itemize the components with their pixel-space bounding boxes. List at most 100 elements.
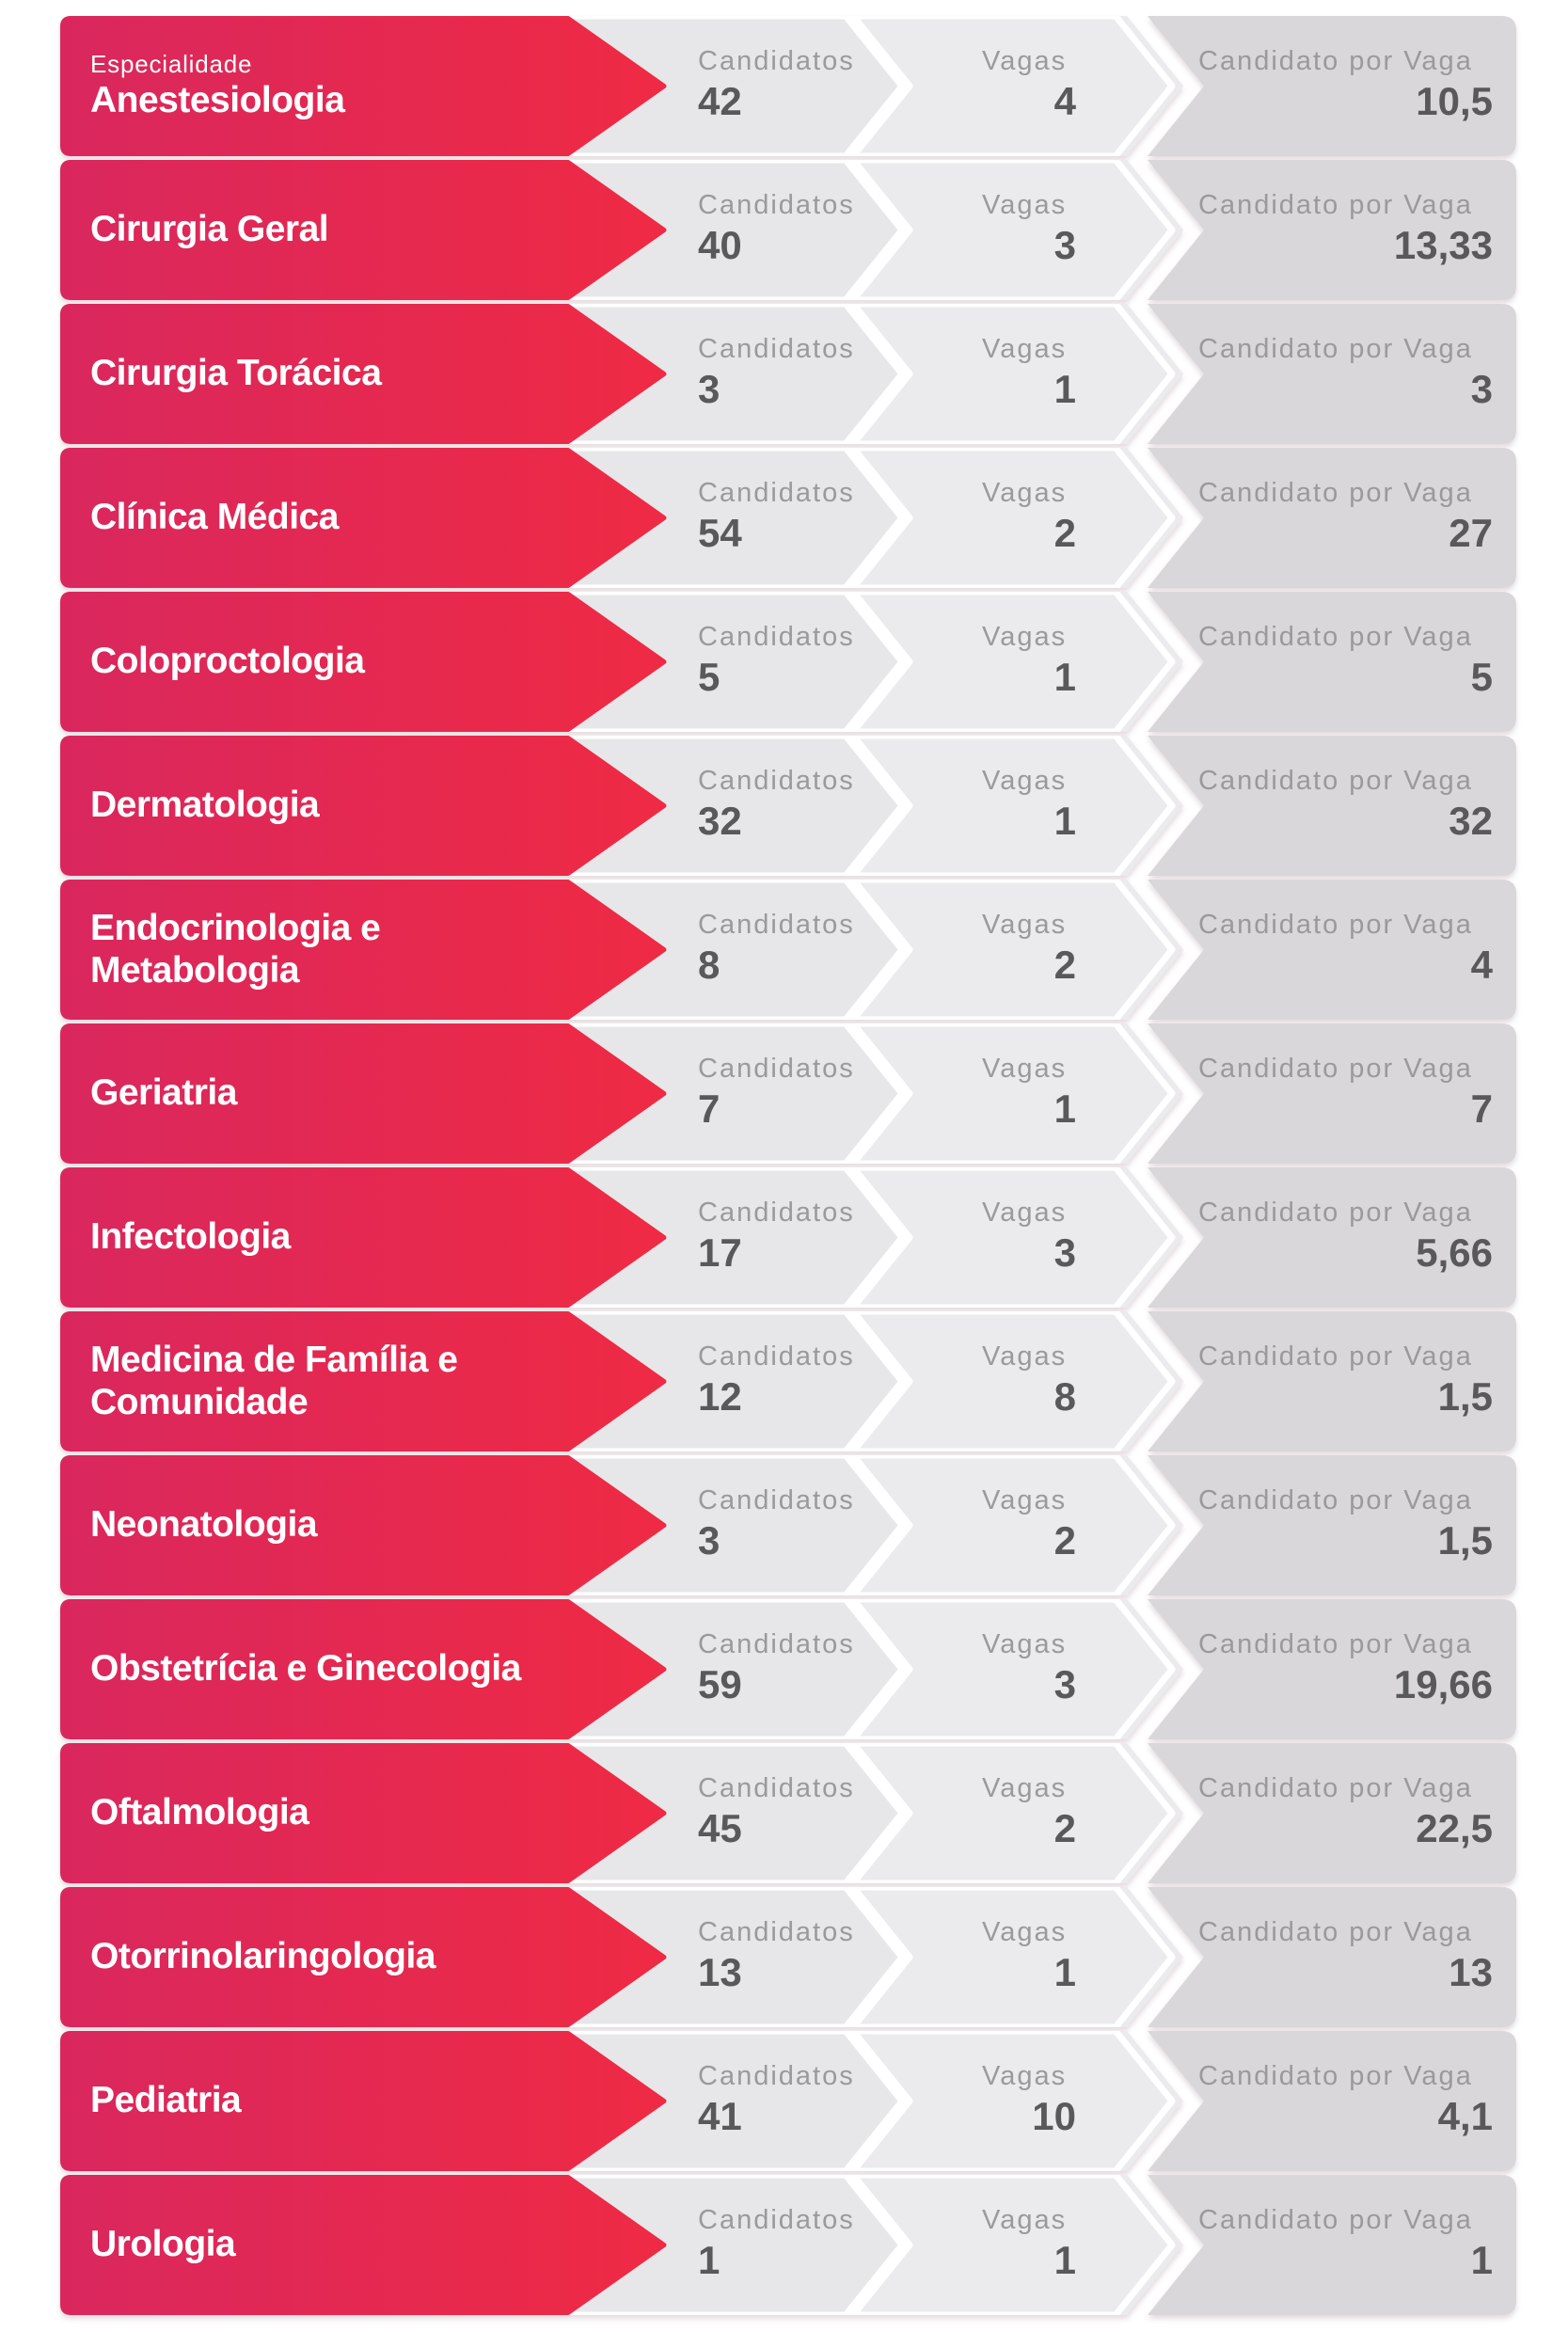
candidates-label: Candidatos — [698, 765, 855, 796]
ratio-value: 1,5 — [1437, 1374, 1493, 1420]
ratio-label: Candidato por Vaga — [1198, 2204, 1473, 2235]
candidates-label: Candidatos — [698, 1341, 855, 1372]
candidates-value: 45 — [698, 1806, 742, 1851]
specialty-block: Oftalmologia — [90, 1743, 641, 1883]
row-endocrinologia-metabologia: Endocrinologia e Metabologia Candidatos … — [60, 880, 1516, 1020]
candidates-label: Candidatos — [698, 1197, 855, 1228]
ratio-label: Candidato por Vaga — [1198, 1341, 1473, 1372]
candidates-label: Candidatos — [698, 1628, 855, 1659]
vacancies-column: Vagas 1 — [982, 592, 1076, 732]
vacancies-column: Vagas 1 — [982, 736, 1076, 876]
candidates-column: Candidatos 5 — [698, 592, 933, 732]
vacancies-column: Vagas 4 — [982, 16, 1076, 156]
ratio-label: Candidato por Vaga — [1198, 765, 1473, 796]
candidates-column: Candidatos 12 — [698, 1311, 933, 1452]
specialty-name: Neonatologia — [90, 1504, 318, 1546]
row-medicina-familia-comunidade: Medicina de Família e Comunidade Candida… — [60, 1311, 1516, 1452]
ratio-column: Candidato por Vaga 4,1 — [1198, 2031, 1493, 2171]
vacancies-column: Vagas 2 — [982, 1743, 1076, 1883]
ratio-label: Candidato por Vaga — [1198, 2060, 1473, 2091]
row-geriatria: Geriatria Candidatos 7 Vagas 1 Candidato… — [60, 1023, 1516, 1164]
vacancies-column: Vagas 8 — [982, 1311, 1076, 1452]
specialty-name: Pediatria — [90, 2080, 242, 2121]
vacancies-value: 3 — [1053, 1230, 1076, 1276]
specialty-name: Medicina de Família e Comunidade — [90, 1339, 458, 1422]
ratio-column: Candidato por Vaga 5 — [1198, 592, 1493, 732]
ratio-label: Candidato por Vaga — [1198, 1628, 1473, 1659]
ratio-label: Candidato por Vaga — [1198, 909, 1473, 940]
ratio-column: Candidato por Vaga 22,5 — [1198, 1743, 1493, 1883]
candidates-column: Candidatos 54 — [698, 448, 933, 588]
candidates-column: Candidatos 7 — [698, 1023, 933, 1164]
ratio-label: Candidato por Vaga — [1198, 1197, 1473, 1228]
vacancies-value: 3 — [1053, 223, 1076, 268]
candidates-label: Candidatos — [698, 45, 855, 76]
row-cirurgia-toracica: Cirurgia Torácica Candidatos 3 Vagas 1 C… — [60, 304, 1516, 444]
specialty-block: Otorrinolaringologia — [90, 1887, 641, 2027]
specialty-block: Pediatria — [90, 2031, 641, 2171]
vacancies-label: Vagas — [982, 477, 1068, 508]
specialty-name: Obstetrícia e Ginecologia — [90, 1648, 521, 1690]
candidates-label: Candidatos — [698, 909, 855, 940]
candidates-column: Candidatos 32 — [698, 736, 933, 876]
vacancies-column: Vagas 1 — [982, 2175, 1076, 2315]
candidates-label: Candidatos — [698, 1916, 855, 1947]
vacancies-value: 1 — [1053, 1087, 1076, 1132]
ratio-label: Candidato por Vaga — [1198, 1916, 1473, 1947]
candidates-column: Candidatos 13 — [698, 1887, 933, 2027]
specialty-block: Neonatologia — [90, 1455, 641, 1595]
row-otorrinolaringologia: Otorrinolaringologia Candidatos 13 Vagas… — [60, 1887, 1516, 2027]
candidates-value: 13 — [698, 1950, 742, 1995]
vacancies-label: Vagas — [982, 333, 1068, 364]
vacancies-label: Vagas — [982, 621, 1068, 652]
vacancies-value: 2 — [1053, 1806, 1076, 1851]
vacancies-label: Vagas — [982, 1772, 1068, 1803]
candidates-column: Candidatos 40 — [698, 160, 933, 300]
vacancies-label: Vagas — [982, 1341, 1068, 1372]
vacancies-column: Vagas 1 — [982, 1887, 1076, 2027]
candidates-column: Candidatos 41 — [698, 2031, 933, 2171]
vacancies-label: Vagas — [982, 1916, 1068, 1947]
ratio-value: 5 — [1470, 655, 1493, 700]
vacancies-label: Vagas — [982, 45, 1068, 76]
candidates-value: 17 — [698, 1230, 742, 1276]
candidates-column: Candidatos 59 — [698, 1599, 933, 1739]
candidates-value: 3 — [698, 1518, 721, 1563]
ratio-column: Candidato por Vaga 19,66 — [1198, 1599, 1493, 1739]
specialty-block: Endocrinologia e Metabologia — [90, 880, 641, 1020]
vacancies-label: Vagas — [982, 765, 1068, 796]
row-obstetricia-ginecologia: Obstetrícia e Ginecologia Candidatos 59 … — [60, 1599, 1516, 1739]
vacancies-label: Vagas — [982, 909, 1068, 940]
specialty-block: Obstetrícia e Ginecologia — [90, 1599, 641, 1739]
specialty-name: Urologia — [90, 2224, 236, 2265]
candidates-value: 42 — [698, 79, 742, 124]
specialty-name: Otorrinolaringologia — [90, 1936, 436, 1977]
specialty-header-label: Especialidade — [90, 49, 253, 78]
candidates-label: Candidatos — [698, 477, 855, 508]
candidates-label: Candidatos — [698, 2204, 855, 2235]
vacancies-label: Vagas — [982, 1197, 1068, 1228]
ratio-value: 10,5 — [1416, 79, 1493, 124]
vacancies-column: Vagas 2 — [982, 880, 1076, 1020]
candidates-label: Candidatos — [698, 1484, 855, 1515]
ratio-label: Candidato por Vaga — [1198, 189, 1473, 220]
candidates-value: 32 — [698, 799, 742, 844]
vacancies-label: Vagas — [982, 1053, 1068, 1084]
vacancies-label: Vagas — [982, 1628, 1068, 1659]
ratio-label: Candidato por Vaga — [1198, 621, 1473, 652]
ratio-value: 7 — [1470, 1087, 1493, 1132]
candidates-value: 5 — [698, 655, 721, 700]
ratio-label: Candidato por Vaga — [1198, 333, 1473, 364]
ratio-column: Candidato por Vaga 1 — [1198, 2175, 1493, 2315]
specialty-block: Medicina de Família e Comunidade — [90, 1311, 641, 1452]
specialty-name: Infectologia — [90, 1216, 291, 1258]
candidates-value: 7 — [698, 1087, 721, 1132]
candidates-label: Candidatos — [698, 1772, 855, 1803]
row-neonatologia: Neonatologia Candidatos 3 Vagas 2 Candid… — [60, 1455, 1516, 1595]
candidates-column: Candidatos 8 — [698, 880, 933, 1020]
specialty-name: Dermatologia — [90, 785, 320, 826]
vacancies-column: Vagas 1 — [982, 304, 1076, 444]
vacancies-value: 2 — [1053, 511, 1076, 556]
specialty-block: Coloproctologia — [90, 592, 641, 732]
row-infectologia: Infectologia Candidatos 17 Vagas 3 Candi… — [60, 1167, 1516, 1308]
